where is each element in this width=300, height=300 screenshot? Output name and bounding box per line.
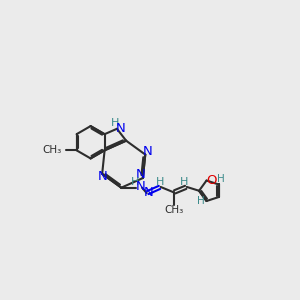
Text: H: H	[111, 118, 120, 128]
Text: N: N	[98, 170, 108, 183]
Text: H: H	[156, 176, 164, 187]
Text: CH₃: CH₃	[164, 205, 183, 215]
Text: H: H	[131, 177, 139, 187]
Text: CH₃: CH₃	[42, 145, 61, 155]
Text: H: H	[197, 196, 205, 206]
Text: N: N	[136, 180, 146, 194]
Text: N: N	[136, 169, 146, 182]
Text: H: H	[217, 174, 225, 184]
Text: N: N	[143, 145, 152, 158]
Text: N: N	[116, 122, 126, 134]
Text: N: N	[144, 186, 154, 199]
Text: O: O	[206, 174, 216, 187]
Text: H: H	[180, 176, 189, 187]
